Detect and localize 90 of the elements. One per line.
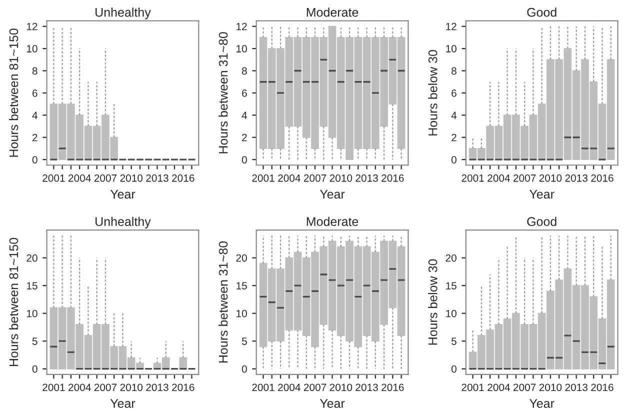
x-tick-label: 2004 [68,384,91,392]
x-tick-label: 2010 [539,384,562,392]
chart-title: Moderate [306,8,358,17]
y-tick-label: 10 [236,310,247,318]
y-tick-label: 15 [26,282,38,290]
x-tick-label: 2013 [565,384,588,392]
y-tick-label: 0 [242,365,247,373]
x-tick-label: 2010 [120,384,143,392]
x-tick-label: 2016 [591,384,614,392]
x-axis-title: Year [110,190,136,199]
y-tick-label: 20 [236,254,247,262]
y-axis-title: Hours between 81~150 [8,28,18,157]
x-tick-label: 2004 [68,174,91,182]
x-tick-label: 2010 [120,174,143,182]
x-tick-label: 2016 [591,174,614,182]
y-tick-label: 12 [236,22,247,30]
chart-title: Unhealthy [96,8,151,20]
y-tick-label: 4 [451,112,457,119]
x-axis-title: Year [529,190,554,199]
x-tick-label: 2016 [172,174,194,182]
y-tick-label: 2 [242,134,247,142]
x-tick-label: 2016 [172,384,194,392]
y-tick-label: 10 [26,45,38,52]
x-tick-label: 2013 [356,174,378,182]
y-tick-label: 0 [451,156,456,164]
y-tick-label: 0 [32,365,38,373]
x-tick-label: 2016 [382,174,404,182]
y-tick-label: 5 [32,338,38,345]
y-tick-label: 10 [236,45,247,52]
x-tick-label: 2004 [278,384,300,392]
x-tick-label: 2010 [539,174,562,182]
chart-title: Good [527,216,556,226]
x-tick-label: 2013 [356,384,378,392]
y-tick-label: 2 [32,134,38,142]
x-tick-label: 2013 [146,174,168,182]
y-tick-label: 20 [446,254,456,262]
x-tick-label: 2007 [514,384,536,392]
x-tick-label: 2001 [462,384,484,392]
y-tick-label: 5 [242,338,247,345]
y-tick-label: 0 [242,156,247,164]
y-tick-label: 8 [32,67,38,75]
y-axis-title: Hours below 30 [428,259,438,345]
x-tick-label: 2001 [252,174,274,182]
x-tick-label: 2007 [94,174,117,182]
x-tick-label: 2007 [304,174,326,182]
x-tick-label: 2001 [42,174,65,182]
y-tick-label: 2 [452,134,456,142]
y-tick-label: 8 [452,67,456,75]
y-tick-label: 20 [26,254,38,262]
y-tick-label: 4 [32,112,38,119]
y-tick-label: 12 [26,22,38,30]
chart-title: Good [527,8,556,17]
x-tick-label: 2001 [462,174,484,182]
y-axis-title: Hours between 31~80 [218,241,228,363]
y-tick-label: 4 [242,112,248,119]
x-axis-title: Year [529,399,554,408]
x-tick-label: 2001 [42,384,65,392]
x-tick-label: 2016 [382,384,404,392]
y-tick-label: 0 [451,365,456,373]
x-tick-label: 2001 [252,384,274,392]
y-tick-label: 0 [32,156,38,164]
x-tick-label: 2010 [330,384,352,392]
y-tick-label: 15 [446,282,456,290]
x-tick-label: 2004 [488,174,510,182]
y-tick-label: 8 [242,67,247,75]
y-tick-label: 10 [446,45,456,52]
y-axis-title: Hours between 81~150 [8,238,18,366]
x-tick-label: 2007 [514,174,536,182]
y-tick-label: 6 [32,89,38,97]
y-axis-title: Hours below 30 [428,50,438,136]
x-tick-label: 2004 [488,384,510,392]
y-tick-label: 6 [242,89,247,97]
y-tick-label: 10 [446,310,456,318]
x-tick-label: 2013 [146,384,168,392]
x-axis-title: Year [320,399,345,408]
x-axis-title: Year [110,399,136,408]
chart-title: Moderate [306,216,358,226]
x-tick-label: 2013 [565,174,588,182]
y-tick-label: 6 [452,89,456,97]
y-tick-label: 12 [446,22,456,30]
y-axis-title: Hours between 31~80 [218,32,228,154]
x-tick-label: 2010 [330,174,352,182]
y-tick-label: 15 [236,282,247,290]
x-axis-title: Year [320,190,345,199]
x-tick-label: 2004 [278,174,300,182]
x-tick-label: 2007 [304,384,326,392]
y-tick-label: 10 [26,310,38,318]
x-tick-label: 2007 [94,384,117,392]
y-tick-label: 5 [452,338,456,345]
chart-title: Unhealthy [96,216,151,228]
